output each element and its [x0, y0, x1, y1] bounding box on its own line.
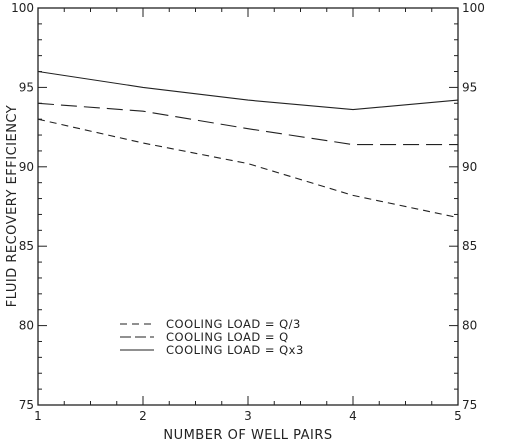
series-line — [37, 70, 459, 111]
legend-label: COOLING LOAD = Qx3 — [166, 343, 304, 357]
x-tick-label: 1 — [34, 409, 42, 423]
legend-label: COOLING LOAD = Q — [166, 330, 289, 344]
x-tick-label: 4 — [349, 409, 357, 423]
x-ticks: 1 2 3 4 5 — [34, 8, 462, 423]
x-axis-title: NUMBER OF WELL PAIRS — [163, 428, 332, 443]
x-tick-label: 3 — [244, 409, 252, 423]
y-tick-label-right: 95 — [462, 80, 477, 94]
series-layer — [37, 70, 459, 219]
y-tick-label-left: 100 — [11, 1, 34, 15]
y-ticks: 75 75 80 80 85 85 90 90 95 95 100 100 — [11, 1, 485, 412]
y-tick-label-left: 95 — [19, 80, 34, 94]
x-tick-label: 5 — [454, 409, 462, 423]
x-tick-label: 2 — [139, 409, 147, 423]
y-tick-label-left: 90 — [19, 160, 34, 174]
y-tick-label-right: 90 — [462, 160, 477, 174]
y-tick-label-left: 80 — [19, 319, 34, 333]
y-tick-label-left: 75 — [19, 398, 34, 412]
y-tick-label-right: 85 — [462, 239, 477, 253]
legend-label: COOLING LOAD = Q/3 — [166, 317, 301, 331]
y-tick-label-right: 75 — [462, 398, 477, 412]
y-tick-label-left: 85 — [19, 239, 34, 253]
series-line — [37, 102, 458, 146]
series-line — [37, 118, 459, 219]
y-axis-title: FLUID RECOVERY EFFICIENCY — [5, 105, 20, 307]
y-tick-label-right: 100 — [462, 1, 485, 15]
y-tick-label-right: 80 — [462, 319, 477, 333]
